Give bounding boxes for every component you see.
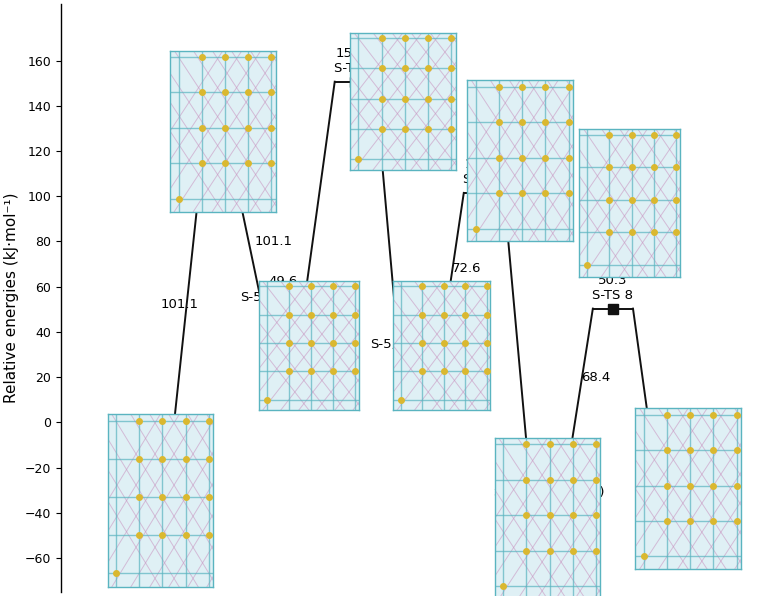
- Text: -18.1
S-5,6,7-3HQ+(H): -18.1 S-5,6,7-3HQ+(H): [493, 470, 604, 498]
- Text: 0.0
S-Q+(H): 0.0 S-Q+(H): [127, 429, 181, 457]
- Text: 28.9
S-5,6-2HQ+(H): 28.9 S-5,6-2HQ+(H): [370, 322, 468, 350]
- Text: 49.6
S-5-1HQ+(H): 49.6 S-5-1HQ+(H): [240, 275, 326, 303]
- Text: 72.6: 72.6: [451, 262, 481, 275]
- Text: 101.5
S-TS 7: 101.5 S-TS 7: [463, 158, 504, 186]
- Y-axis label: Relative energies (kJ·mol⁻¹): Relative energies (kJ·mol⁻¹): [4, 193, 20, 403]
- Text: 68.4: 68.4: [581, 371, 610, 384]
- Text: -27.6
S-THQ5: -27.6 S-THQ5: [653, 492, 702, 520]
- Text: 150.7
S-TS 6: 150.7 S-TS 6: [334, 47, 375, 75]
- Text: 50.3
S-TS 8: 50.3 S-TS 8: [593, 274, 633, 302]
- Text: 101.1: 101.1: [254, 235, 292, 248]
- Text: 101.1: 101.1: [160, 298, 198, 311]
- Text: 101.1
S-TS 5: 101.1 S-TS 5: [198, 159, 239, 187]
